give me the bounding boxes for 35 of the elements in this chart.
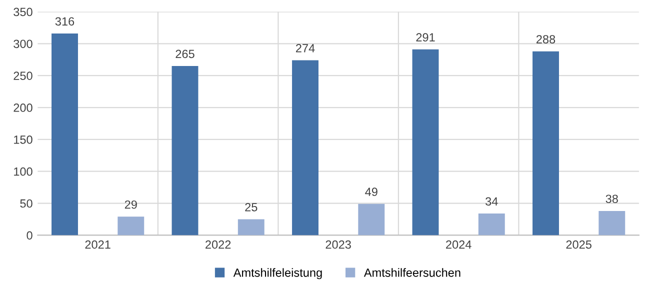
x-tick-label: 2025	[566, 240, 592, 249]
data-label: 291	[416, 33, 435, 42]
y-tick-label: 150	[14, 135, 32, 144]
x-tick-label: 2024	[446, 240, 472, 249]
data-label: 34	[486, 197, 498, 206]
x-tick-label: 2021	[85, 240, 110, 249]
x-tick-label: 2023	[326, 240, 351, 249]
data-label: 49	[365, 188, 378, 196]
y-tick-label: 350	[14, 8, 32, 16]
data-label: 274	[296, 44, 315, 52]
legend-label: Amtshilfeleistung	[233, 268, 322, 280]
bar	[172, 66, 198, 236]
y-tick-label: 50	[20, 199, 32, 208]
bar	[412, 49, 439, 236]
bar	[52, 33, 78, 236]
y-tick-label: 250	[14, 72, 32, 80]
data-label: 316	[55, 17, 74, 26]
bar	[118, 216, 144, 236]
data-label: 38	[606, 194, 618, 204]
bar	[598, 210, 626, 236]
data-label: 288	[536, 35, 556, 44]
x-tick-label: 2022	[206, 240, 231, 249]
data-label: 29	[124, 200, 137, 209]
legend-label: Amtshilfeersuchen	[364, 268, 460, 277]
y-tick-label: 0	[26, 231, 32, 240]
bar	[292, 60, 318, 236]
data-label: 265	[176, 50, 194, 58]
bar	[532, 51, 559, 236]
bar	[478, 213, 505, 236]
bar	[238, 219, 264, 236]
data-label: 25	[245, 202, 258, 212]
y-tick-label: 100	[14, 167, 32, 176]
bar	[358, 204, 385, 236]
y-tick-label: 300	[14, 40, 32, 48]
y-tick-label: 200	[14, 104, 32, 112]
